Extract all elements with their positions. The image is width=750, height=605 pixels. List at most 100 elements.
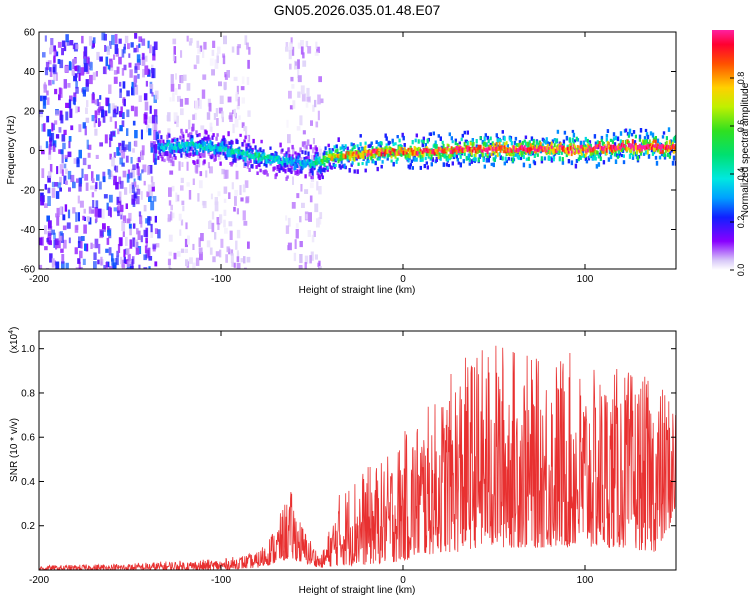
- ridge-cell: [620, 148, 623, 152]
- noise-cell: [144, 245, 148, 253]
- noise-cell: [58, 149, 62, 154]
- noise-cell: [285, 215, 288, 221]
- ridge-cell: [573, 139, 577, 143]
- ridge-cell: [286, 162, 289, 168]
- ridge-cell: [339, 146, 342, 151]
- noise-cell: [44, 184, 47, 190]
- noise-cell: [300, 46, 304, 55]
- ridge-cell: [322, 152, 325, 158]
- ridge-cell: [260, 159, 263, 164]
- ridge-cell: [380, 164, 383, 169]
- noise-cell: [157, 229, 161, 239]
- noise-cell: [196, 40, 200, 48]
- ridge-cell: [649, 131, 653, 136]
- ridge-cell: [550, 141, 553, 146]
- noise-cell: [78, 236, 82, 244]
- noise-cell: [49, 164, 53, 173]
- noise-cell: [182, 205, 185, 212]
- ridge-cell: [541, 148, 544, 153]
- ridge-cell: [479, 136, 482, 140]
- noise-cell: [99, 56, 103, 62]
- ridge-cell: [185, 129, 188, 134]
- ridge-cell: [605, 137, 608, 142]
- ridge-cell: [311, 175, 314, 180]
- ridge-cell: [439, 136, 442, 141]
- noise-cell: [48, 228, 52, 234]
- noise-cell: [287, 134, 291, 144]
- noise-cell: [302, 130, 306, 135]
- noise-cell: [289, 105, 294, 110]
- ridge-cell: [321, 168, 324, 172]
- noise-cell: [41, 168, 45, 178]
- noise-cell: [145, 238, 148, 244]
- noise-cell: [231, 261, 234, 267]
- noise-cell: [309, 195, 313, 203]
- ridge-cell: [553, 143, 556, 148]
- ridge-cell: [463, 142, 466, 147]
- ridge-cell: [484, 133, 487, 138]
- ridge-cell: [447, 163, 450, 168]
- ridge-cell: [450, 136, 453, 141]
- noise-cell: [67, 83, 71, 88]
- noise-cell: [150, 142, 154, 153]
- noise-cell: [291, 84, 295, 89]
- ridge-cell: [286, 159, 289, 165]
- noise-cell: [211, 211, 215, 220]
- ridge-cell: [195, 130, 198, 135]
- ridge-cell: [160, 155, 163, 159]
- ridge-cell: [581, 153, 584, 158]
- noise-cell: [58, 87, 62, 95]
- ridge-cell: [419, 154, 422, 160]
- noise-cell: [137, 156, 141, 163]
- ridge-cell: [249, 148, 252, 152]
- noise-cell: [126, 173, 130, 183]
- ridge-cell: [595, 164, 599, 169]
- ridge-cell: [353, 153, 356, 158]
- noise-cell: [317, 145, 321, 154]
- noise-cell: [203, 41, 207, 50]
- ridge-cell: [310, 159, 313, 164]
- noise-cell: [236, 250, 239, 256]
- ridge-cell: [407, 147, 410, 152]
- ridge-cell: [186, 152, 189, 157]
- ridge-cell: [665, 136, 668, 141]
- y-tick-label: -60: [21, 265, 36, 276]
- noise-cell: [296, 126, 301, 131]
- ridge-cell: [471, 138, 474, 143]
- ridge-cell: [230, 149, 233, 155]
- ridge-cell: [492, 162, 495, 168]
- noise-cell: [318, 260, 321, 269]
- ridge-cell: [645, 132, 649, 137]
- noise-cell: [65, 262, 69, 269]
- ridge-cell: [524, 141, 527, 147]
- ridge-cell: [248, 167, 251, 172]
- noise-cell: [73, 92, 77, 102]
- noise-cell: [247, 110, 251, 117]
- noise-cell: [92, 43, 95, 48]
- ridge-cell: [225, 155, 228, 160]
- noise-cell: [153, 41, 158, 50]
- ridge-cell: [202, 143, 205, 147]
- ridge-cell: [372, 160, 375, 164]
- noise-cell: [307, 46, 312, 54]
- noise-cell: [175, 194, 180, 202]
- noise-cell: [134, 130, 138, 139]
- ridge-cell: [302, 164, 305, 169]
- ridge-cell: [335, 144, 338, 149]
- noise-cell: [92, 72, 96, 81]
- noise-cell: [108, 169, 111, 180]
- noise-cell: [39, 237, 43, 246]
- noise-cell: [83, 56, 87, 65]
- ridge-cell: [287, 147, 290, 152]
- noise-cell: [142, 69, 145, 78]
- noise-cell: [104, 134, 108, 144]
- noise-cell: [61, 169, 64, 176]
- noise-cell: [206, 112, 211, 120]
- ridge-cell: [655, 160, 659, 166]
- noise-cell: [61, 254, 65, 264]
- ridge-cell: [560, 151, 563, 155]
- ridge-cell: [284, 159, 287, 163]
- noise-cell: [95, 154, 99, 159]
- ridge-cell: [669, 139, 673, 144]
